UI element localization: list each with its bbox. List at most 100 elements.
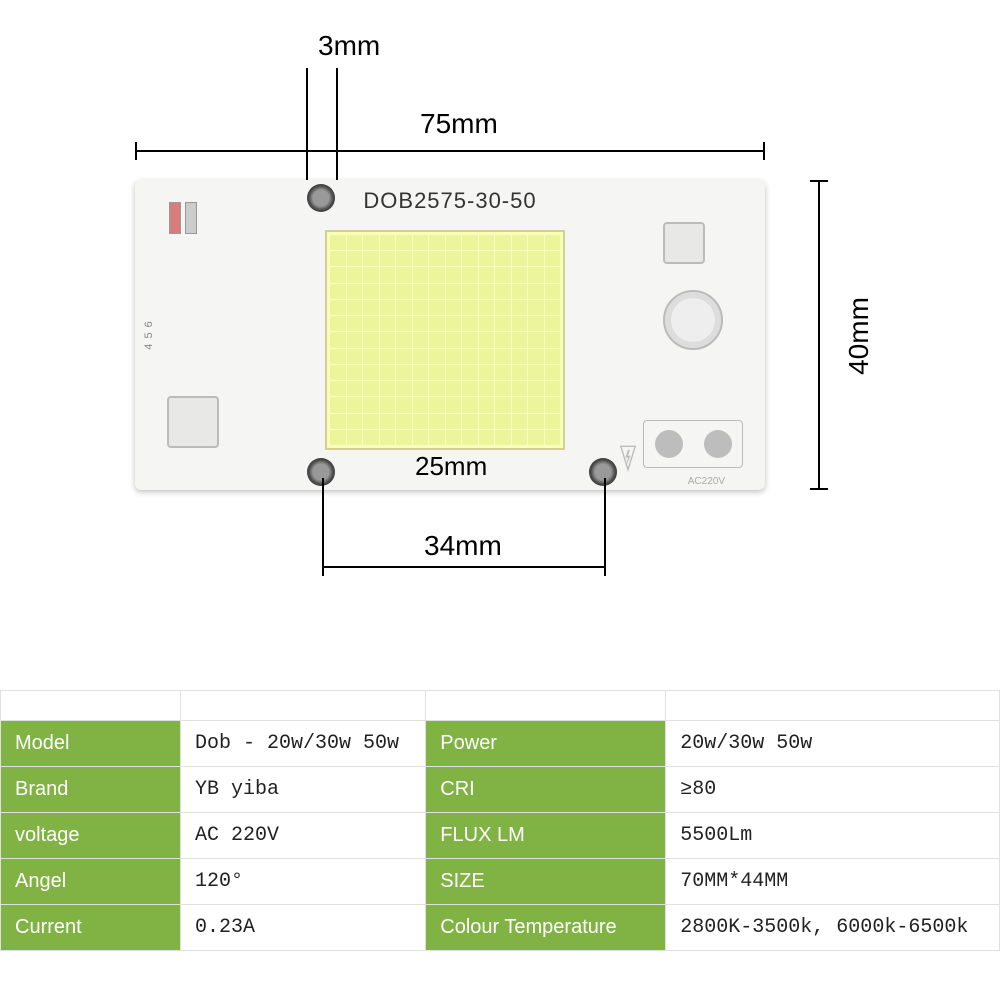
spec-value: 2800K-3500k, 6000k-6500k [666, 905, 1000, 951]
led-dot [413, 365, 429, 380]
led-dot [495, 414, 511, 429]
led-dot [380, 332, 396, 347]
led-dot [429, 365, 445, 380]
spec-value: 0.23A [181, 905, 426, 951]
led-dot [479, 251, 495, 266]
spec-label: Colour Temperature [426, 905, 666, 951]
table-row: ModelDob - 20w/30w 50wPower20w/30w 50w [1, 721, 1000, 767]
led-dot [446, 251, 462, 266]
led-dot [495, 430, 511, 445]
led-dot [363, 235, 379, 250]
led-dot [479, 365, 495, 380]
led-dot [479, 300, 495, 315]
spec-label: CRI [426, 767, 666, 813]
led-dot [347, 349, 363, 364]
led-dot [495, 251, 511, 266]
led-dot [479, 397, 495, 412]
led-dot [396, 430, 412, 445]
led-dot [330, 284, 346, 299]
led-dot [429, 414, 445, 429]
dim-40mm-label: 40mm [843, 297, 875, 375]
mounting-hole [307, 458, 335, 486]
led-dot [363, 430, 379, 445]
table-row: BrandYB yibaCRI≥80 [1, 767, 1000, 813]
led-dot [512, 397, 528, 412]
led-dot [413, 430, 429, 445]
led-dot [396, 300, 412, 315]
led-dot [462, 332, 478, 347]
smd-component [663, 222, 705, 264]
spec-label: SIZE [426, 859, 666, 905]
led-dot [429, 332, 445, 347]
led-dot [446, 235, 462, 250]
led-dot [330, 414, 346, 429]
led-dot [446, 284, 462, 299]
led-dot [528, 267, 544, 282]
spec-value: 5500Lm [666, 813, 1000, 859]
led-dot [413, 300, 429, 315]
led-dot [363, 284, 379, 299]
led-dot [528, 251, 544, 266]
led-dot [380, 284, 396, 299]
led-dot [330, 430, 346, 445]
led-dot [545, 235, 561, 250]
spec-value: YB yiba [181, 767, 426, 813]
led-dot [495, 397, 511, 412]
led-dot [495, 267, 511, 282]
led-dot [330, 349, 346, 364]
led-dot [413, 316, 429, 331]
led-dot [479, 332, 495, 347]
led-dot [545, 349, 561, 364]
led-dot [528, 349, 544, 364]
led-dot [330, 235, 346, 250]
led-dot [380, 251, 396, 266]
led-dot [462, 414, 478, 429]
led-dot [512, 332, 528, 347]
led-dot [429, 300, 445, 315]
spec-label: Model [1, 721, 181, 767]
led-dot [347, 284, 363, 299]
led-dot [363, 267, 379, 282]
table-row: Angel120°SIZE70MM*44MM [1, 859, 1000, 905]
led-dot [429, 251, 445, 266]
led-dot [380, 316, 396, 331]
led-dot [330, 365, 346, 380]
led-dot [380, 397, 396, 412]
led-dot [413, 349, 429, 364]
smd-component [169, 202, 181, 234]
led-dot [512, 365, 528, 380]
led-dot [545, 267, 561, 282]
table-header-spacer [1, 691, 1000, 721]
dim-34mm-leader-right [604, 478, 606, 566]
ac-label: AC220V [688, 476, 725, 487]
led-dot [495, 235, 511, 250]
led-dot [347, 414, 363, 429]
led-dot [396, 349, 412, 364]
led-dot [495, 300, 511, 315]
led-dot [429, 349, 445, 364]
spec-label: Power [426, 721, 666, 767]
ac-pad [704, 430, 732, 458]
led-dot [512, 251, 528, 266]
led-dot [446, 300, 462, 315]
led-dot [528, 284, 544, 299]
led-dot [363, 397, 379, 412]
dim-34mm-label: 34mm [424, 530, 502, 562]
led-dot [528, 365, 544, 380]
mounting-hole [589, 458, 617, 486]
led-dot [446, 349, 462, 364]
led-dot [545, 332, 561, 347]
led-dot [396, 381, 412, 396]
dim-3mm-leader-right [336, 68, 338, 190]
led-dot [396, 251, 412, 266]
led-dot [446, 381, 462, 396]
led-dot [512, 349, 528, 364]
led-dot [396, 397, 412, 412]
led-dot [545, 430, 561, 445]
led-dot [479, 316, 495, 331]
dim-34mm-line [322, 566, 606, 568]
led-dot [528, 397, 544, 412]
led-dot [363, 251, 379, 266]
smd-component [185, 202, 197, 234]
led-dot [413, 397, 429, 412]
